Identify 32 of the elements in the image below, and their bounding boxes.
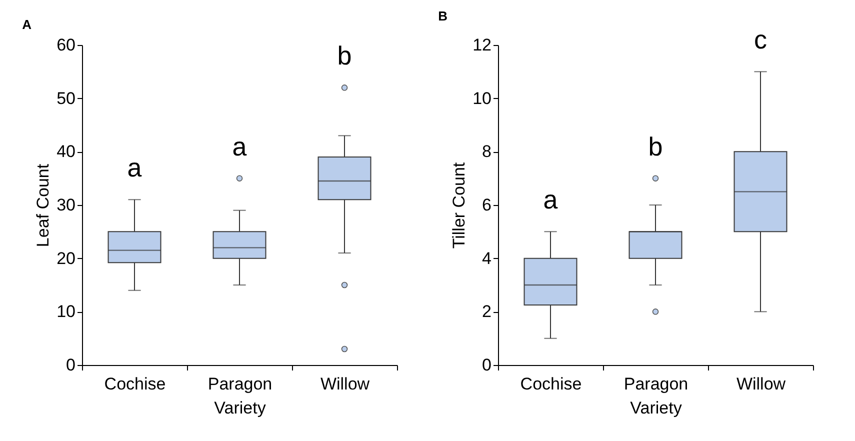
y-tick-label: 6 <box>482 196 492 214</box>
y-axis-title: Leaf Count <box>34 164 53 248</box>
annotation: b <box>648 131 663 162</box>
chart-title: A <box>22 17 32 32</box>
x-tick-label: Cochise <box>104 374 166 394</box>
y-tick-label: 30 <box>56 196 76 214</box>
annotation: b <box>337 40 352 71</box>
x-axis-title: Variety <box>630 398 682 418</box>
x-axis-title: Variety <box>214 398 266 418</box>
y-tick-label: 8 <box>482 142 492 162</box>
x-tick-label: Paragon <box>208 374 272 394</box>
annotation: a <box>232 131 248 162</box>
x-tick-label: Cochise <box>520 374 582 394</box>
annotation: a <box>127 152 142 183</box>
x-tick-label: Willow <box>736 374 786 394</box>
x-tick-label: Paragon <box>624 374 688 394</box>
y-tick-label: 10 <box>56 302 76 322</box>
y-tick-label: 2 <box>482 302 492 322</box>
y-tick-label: 60 <box>56 36 76 54</box>
y-tick-label: 0 <box>482 356 492 374</box>
y-tick-label: 50 <box>56 88 76 108</box>
y-tick-label: 0 <box>66 356 76 374</box>
annotation: c <box>754 24 767 55</box>
y-tick-label: 40 <box>56 142 76 162</box>
chart-title: B <box>438 8 448 24</box>
y-axis-title: Tiller Count <box>450 162 469 249</box>
y-tick-label: 4 <box>482 248 492 268</box>
y-tick-label: 20 <box>56 248 76 268</box>
x-tick-label: Willow <box>320 374 370 394</box>
annotation: a <box>543 184 558 215</box>
y-tick-label: 12 <box>472 36 492 54</box>
y-tick-label: 10 <box>472 88 492 108</box>
